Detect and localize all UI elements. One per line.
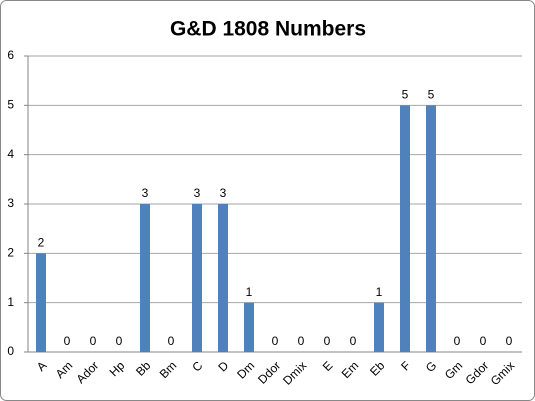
data-label: 2 [38, 236, 45, 250]
data-label: 0 [64, 334, 71, 348]
y-tick-label: 0 [7, 344, 14, 358]
data-label: 0 [454, 334, 461, 348]
bar [140, 204, 150, 352]
data-label: 3 [220, 186, 227, 200]
y-tick-label: 5 [7, 98, 14, 112]
data-label: 5 [402, 88, 409, 102]
chart-title: G&D 1808 Numbers [170, 18, 366, 41]
bar [374, 302, 384, 352]
data-label: 3 [194, 186, 201, 200]
data-label: 0 [168, 334, 175, 348]
data-label: 0 [116, 334, 123, 348]
data-label: 0 [506, 334, 513, 348]
data-label: 0 [272, 334, 279, 348]
data-label: 3 [142, 186, 149, 200]
data-label: 0 [480, 334, 487, 348]
bar [244, 302, 254, 352]
bar [192, 204, 202, 352]
data-label: 0 [350, 334, 357, 348]
data-label: 1 [376, 285, 383, 299]
data-label: 1 [246, 285, 253, 299]
y-tick-label: 2 [7, 246, 14, 260]
data-label: 0 [298, 334, 305, 348]
y-tick-label: 3 [7, 196, 14, 210]
y-tick-label: 6 [7, 48, 14, 62]
data-label: 0 [324, 334, 331, 348]
bar [400, 105, 410, 352]
data-label: 0 [90, 334, 97, 348]
bar [426, 105, 436, 352]
y-tick-label: 4 [7, 147, 14, 161]
bar [218, 204, 228, 352]
data-label: 5 [428, 88, 435, 102]
bar [36, 253, 46, 352]
y-tick-label: 1 [7, 295, 14, 309]
